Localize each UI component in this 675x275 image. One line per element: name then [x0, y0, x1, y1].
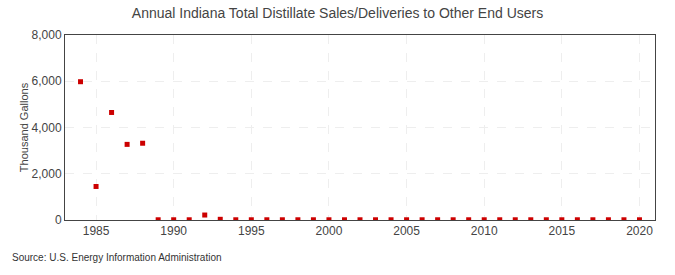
svg-text:1990: 1990	[160, 224, 187, 238]
svg-text:2005: 2005	[393, 224, 420, 238]
svg-text:2015: 2015	[548, 224, 575, 238]
svg-text:Source: U.S. Energy Informatio: Source: U.S. Energy Information Administ…	[12, 252, 222, 263]
svg-text:Annual Indiana Total Distillat: Annual Indiana Total Distillate Sales/De…	[132, 5, 543, 21]
svg-text:4,000: 4,000	[32, 121, 62, 135]
svg-text:2020: 2020	[626, 224, 653, 238]
svg-text:Thousand Gallons: Thousand Gallons	[18, 82, 30, 172]
svg-text:2010: 2010	[471, 224, 498, 238]
svg-text:2000: 2000	[316, 224, 343, 238]
svg-text:6,000: 6,000	[32, 74, 62, 88]
svg-text:0: 0	[55, 213, 62, 227]
svg-text:1995: 1995	[238, 224, 265, 238]
svg-text:2,000: 2,000	[32, 167, 62, 181]
svg-text:1985: 1985	[83, 224, 110, 238]
svg-text:8,000: 8,000	[32, 28, 62, 42]
